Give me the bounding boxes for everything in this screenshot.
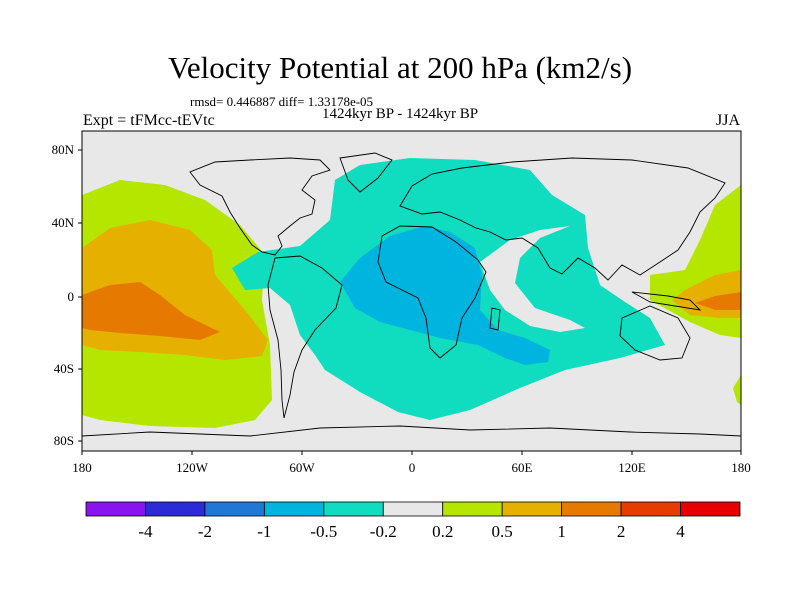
- lon-tick-label: 180: [731, 460, 751, 475]
- colorbar-label: 4: [676, 522, 685, 541]
- colorbar-label: -0.5: [310, 522, 337, 541]
- coast-indonesia: [631, 291, 702, 311]
- latitude-axis: 80N 40N 0 40S 80S: [52, 142, 82, 448]
- colorbar-box: [204, 501, 265, 517]
- colorbar-label: -1: [257, 522, 271, 541]
- experiment-label: Expt = tFMcc-tEVtc: [83, 112, 215, 129]
- colorbar: -4 -2 -1 -0.5 -0.2 0.2 0.5 1 2 4: [85, 501, 741, 541]
- colorbar-label: 1: [557, 522, 566, 541]
- colorbar-box: [263, 501, 325, 517]
- lon-tick-label: 60W: [289, 460, 315, 475]
- coast-greenland: [339, 152, 393, 193]
- lon-tick-label: 0: [409, 460, 416, 475]
- map-title: Velocity Potential at 200 hPa (km2/s): [167, 50, 633, 85]
- lat-tick-label: 40N: [52, 215, 75, 230]
- coast-eurasia: [399, 157, 726, 281]
- coastlines: [82, 152, 741, 437]
- colorbar-box: [382, 501, 444, 517]
- coast-madagascar: [489, 307, 501, 331]
- colorbar-label: 0.2: [432, 522, 453, 541]
- colorbar-label: -0.2: [370, 522, 397, 541]
- stats-line: rmsd= 0.446887 diff= 1.33178e-05: [190, 94, 374, 109]
- coast-south-america: [267, 255, 343, 419]
- lat-tick-label: 40S: [54, 361, 74, 376]
- colorbar-box: [620, 501, 681, 517]
- pacific-positive-core: [82, 282, 220, 340]
- south-pacific-positive-patch: [733, 375, 741, 405]
- colorbar-box: [442, 501, 503, 517]
- coast-australia: [619, 305, 691, 361]
- west-pacific-positive-core: [695, 292, 741, 310]
- lat-tick-label: 0: [68, 289, 75, 304]
- colorbar-box: [680, 501, 741, 517]
- colorbar-box: [145, 501, 206, 517]
- colorbar-box: [323, 501, 384, 517]
- colorbar-label: -2: [198, 522, 212, 541]
- lon-tick-label: 60E: [512, 460, 533, 475]
- period-label: 1424kyr BP - 1424kyr BP: [322, 106, 479, 122]
- colorbar-box: [561, 501, 622, 517]
- coast-africa: [377, 225, 487, 359]
- lon-tick-label: 120E: [618, 460, 646, 475]
- lon-tick-label: 180: [72, 460, 92, 475]
- lon-tick-label: 120W: [176, 460, 209, 475]
- coast-north-america: [189, 157, 331, 256]
- colorbar-box: [501, 501, 563, 517]
- longitude-axis: 180 120W 60W 0 60E 120E 180: [72, 451, 751, 475]
- contour-fields: [82, 158, 741, 428]
- colorbar-label: 0.5: [492, 522, 513, 541]
- lat-tick-label: 80N: [52, 142, 75, 157]
- colorbar-box: [85, 501, 146, 517]
- season-label: JJA: [716, 112, 741, 129]
- lat-tick-label: 80S: [54, 433, 74, 448]
- indian-ocean-neutral-bay: [480, 226, 585, 332]
- coast-antarctica: [82, 425, 741, 437]
- colorbar-label: 2: [617, 522, 626, 541]
- colorbar-label: -4: [138, 522, 153, 541]
